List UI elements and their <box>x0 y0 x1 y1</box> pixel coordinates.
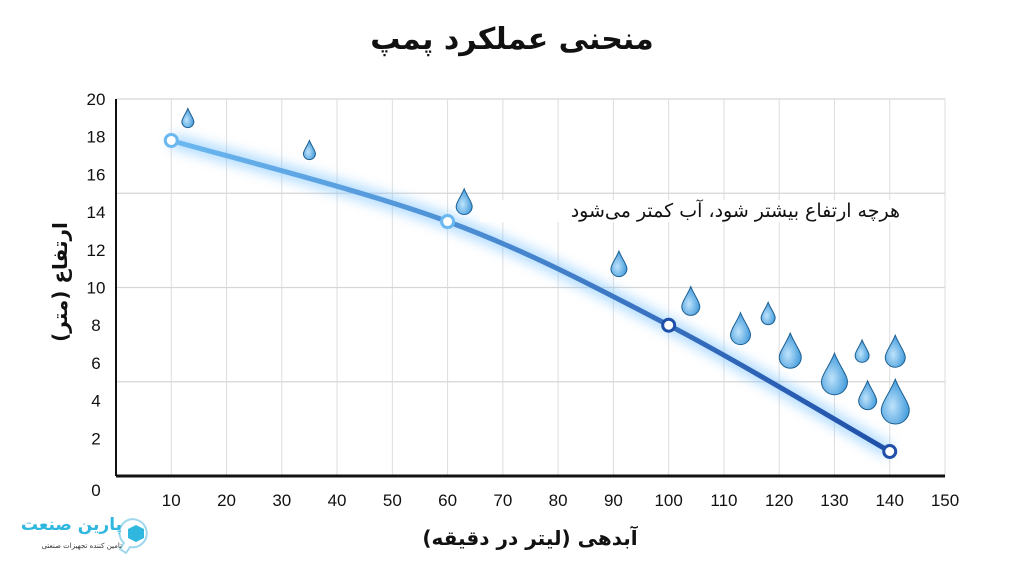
water-drop-icon <box>730 311 752 346</box>
x-tick-label: 40 <box>328 491 347 510</box>
y-tick-label: 18 <box>87 128 106 147</box>
water-drop-icon <box>884 333 906 368</box>
series-line <box>168 137 893 454</box>
water-drop-icon <box>302 139 316 161</box>
y-tick-label: 16 <box>87 165 106 184</box>
y-axis-label: ارتفاع (متر) <box>48 222 72 342</box>
x-tick-label: 20 <box>217 491 236 510</box>
x-tick-label: 70 <box>493 491 512 510</box>
water-drop-icon <box>854 338 870 363</box>
chart-title: منحنی عملکرد پمپ <box>370 22 654 57</box>
logo <box>118 518 148 555</box>
water-drop-icon <box>760 300 776 326</box>
y-tick-label: 14 <box>87 203 106 222</box>
water-drop-icon <box>610 249 628 278</box>
y-tick-label: 8 <box>91 316 100 335</box>
x-tick-label: 150 <box>931 491 959 510</box>
data-point <box>440 214 456 230</box>
water-drop-icon <box>181 107 195 129</box>
y-tick-label: 4 <box>91 392 100 411</box>
logo-tagline: تامین کننده تجهیزات صنعتی <box>41 542 122 550</box>
water-drop-icon <box>455 187 473 215</box>
water-drop-icon <box>880 377 910 425</box>
x-tick-label: 140 <box>876 491 904 510</box>
x-tick-label: 100 <box>654 491 682 510</box>
x-tick-label: 30 <box>272 491 291 510</box>
x-axis-label: آبدهی (لیتر در دقیقه) <box>422 526 638 550</box>
data-point <box>661 317 677 333</box>
y-tick-label: 6 <box>91 354 100 373</box>
water-drop-icon <box>681 285 701 316</box>
x-tick-label: 90 <box>604 491 623 510</box>
water-drop-icon <box>858 379 878 411</box>
y-tick-label: 12 <box>87 241 106 260</box>
data-point <box>882 443 898 459</box>
y-tick-label: 2 <box>91 429 100 448</box>
annotation: هرچه ارتفاع بیشتر شود، آب کمتر می‌شود <box>480 200 900 222</box>
logo-name: پارین صنعت <box>20 515 122 535</box>
water-drop-icon <box>820 351 848 396</box>
data-point <box>163 132 179 148</box>
y-tick-label: 10 <box>87 279 106 298</box>
curve-glow <box>169 133 894 458</box>
x-tick-label: 130 <box>820 491 848 510</box>
y-tick-label: 0 <box>91 481 100 500</box>
x-tick-label: 50 <box>383 491 402 510</box>
x-tick-label: 120 <box>765 491 793 510</box>
water-drop-icon <box>778 331 802 369</box>
y-tick-label: 20 <box>87 90 106 109</box>
x-tick-label: 80 <box>549 491 568 510</box>
x-tick-label: 10 <box>162 491 181 510</box>
x-tick-label: 60 <box>438 491 457 510</box>
x-tick-label: 110 <box>710 491 737 510</box>
